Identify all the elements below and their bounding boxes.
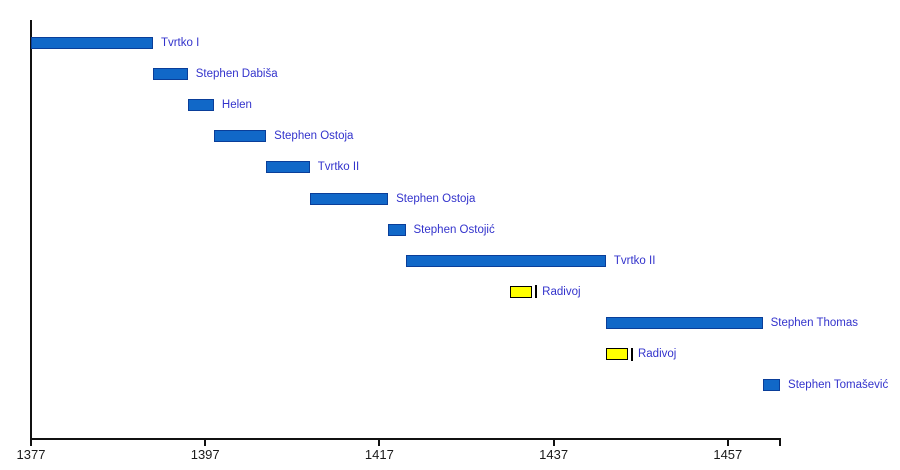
reign-label: Tvrtko I (160, 37, 200, 49)
claim-end-marker (535, 285, 538, 299)
reign-label: Stephen Dabiša (195, 68, 278, 81)
reign-bar (762, 379, 781, 392)
axis-tick-label: 1417 (364, 447, 394, 462)
reign-bar (605, 316, 763, 329)
reign-label: Stephen Ostoja (396, 192, 476, 205)
reign-label: Stephen Tomašević (788, 379, 889, 392)
reign-label: Radivoj (542, 285, 581, 298)
reign-label: Helen (221, 99, 252, 112)
axis-tick (552, 440, 555, 446)
reign-bar (605, 348, 629, 360)
reign-bar (405, 254, 606, 267)
reign-bar (266, 161, 310, 174)
axis-tick-label: 1457 (713, 447, 743, 462)
axis-tick (726, 440, 729, 446)
reign-bar (510, 285, 533, 298)
axis-end-tick (779, 440, 782, 446)
reign-bar (187, 99, 214, 112)
reign-bar (31, 37, 153, 49)
claim-end-marker (630, 347, 633, 361)
axis-tick (30, 440, 32, 446)
axis-tick (204, 440, 207, 446)
x-axis-line (30, 438, 781, 440)
axis-tick-label: 1377 (16, 447, 46, 462)
reign-bar (309, 192, 389, 205)
axis-tick (378, 440, 381, 446)
reign-label: Stephen Ostoja (274, 130, 354, 143)
reign-label: Stephen Ostojić (413, 223, 495, 236)
y-axis-line (30, 20, 32, 440)
reign-label: Stephen Thomas (770, 316, 858, 329)
reign-label: Tvrtko II (317, 161, 360, 174)
reign-bar (213, 130, 267, 143)
reign-label: Tvrtko II (613, 254, 656, 267)
axis-tick-label: 1397 (190, 447, 220, 462)
reign-label: Radivoj (637, 348, 677, 360)
reign-bar (388, 223, 406, 236)
axis-tick-label: 1437 (539, 447, 569, 462)
reign-bar (152, 68, 188, 81)
